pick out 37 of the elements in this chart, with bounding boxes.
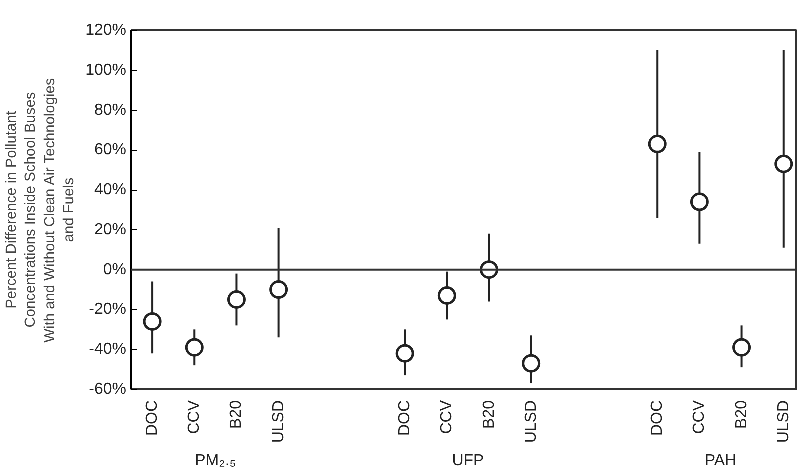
x-tick-label: DOC [144, 400, 162, 436]
text: PAH [704, 452, 737, 470]
y-tick-label: -60% [89, 381, 127, 398]
point [732, 338, 752, 357]
y-axis-title: Percent Difference in Pollutant Concentrations Inside School Buses With and Without Clean Air Technologies and Fuels [4, 78, 78, 343]
point [185, 338, 204, 357]
point [690, 192, 709, 212]
x-tick-label: B20 [733, 400, 750, 429]
point [143, 312, 162, 331]
x-tick-label: ULSD [270, 400, 288, 444]
y-tick-label: 40% [94, 182, 127, 199]
x-tick-label: CCV [438, 400, 456, 434]
y-tick-label: 120% [86, 22, 126, 39]
x-tick-label: DOC [396, 400, 414, 436]
x-tick-label: DOC [649, 400, 666, 436]
point [522, 354, 541, 373]
y-tick-label: -40% [89, 341, 127, 358]
y-tick-label: 20% [94, 221, 127, 238]
point [438, 286, 456, 305]
y-tick-label: -20% [89, 301, 127, 318]
point [774, 154, 794, 174]
x-tick-label: CCV [186, 400, 204, 434]
y-tick-label: 60% [94, 142, 127, 159]
text: UFP [452, 452, 484, 470]
x-tick-label: CCV [691, 400, 708, 434]
y-tick-label: 0% [103, 261, 126, 278]
x-tick-label: B20 [228, 400, 246, 429]
x-tick-label: ULSD [775, 400, 792, 444]
x-tick-label: ULSD [522, 400, 540, 444]
text: PM₂.₅ [195, 452, 236, 470]
point [227, 290, 246, 309]
y-tick-label: 80% [94, 102, 127, 119]
point [396, 344, 414, 363]
y-tick-label: 100% [86, 62, 126, 79]
point [270, 280, 288, 300]
x-tick-label: B20 [480, 400, 498, 429]
point [648, 134, 667, 154]
